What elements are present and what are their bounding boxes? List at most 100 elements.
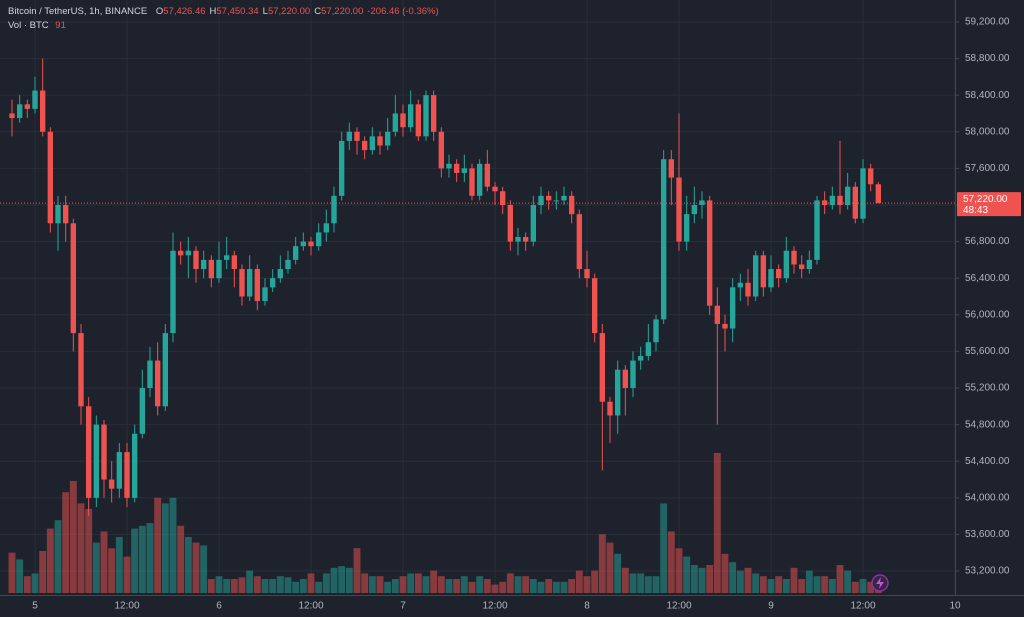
volume-bar [675,548,683,593]
volume-bar [138,525,146,593]
volume-bar [491,584,499,593]
ohlc-key: H [210,6,217,17]
volume-bar [660,503,668,593]
volume-bar [460,576,468,593]
candle-body [285,259,291,270]
volume-bar [123,556,131,593]
volume-bar [598,534,606,593]
y-tick-label: 56,400.00 [965,273,1010,284]
volume-bar [269,579,277,593]
volume-bar [307,573,315,593]
candle-body [507,204,514,242]
volume-bar [744,567,752,593]
candle-body [262,287,268,302]
candle-body [315,232,322,247]
candle-body [775,269,782,279]
candle-body [55,204,61,224]
volume-bar [713,453,721,593]
volume-bar [384,581,392,593]
candle-body [193,250,199,270]
overlay: 53,200.00 53,600.00 54,000.00 54,400.00 54,8… [0,17,1021,612]
volume-bar [184,537,192,593]
ohlc-value: 57,426.46 [163,6,205,17]
candle-body [39,90,46,132]
volume-bar [637,573,645,593]
candle-body [522,237,529,242]
candle-body [101,424,107,480]
candle-body [323,223,330,233]
candle-body [607,401,613,416]
volume-bar [775,576,783,593]
volume-bar [736,570,744,593]
volume-bar [683,556,691,593]
candle-body [185,250,192,256]
candle-body [706,200,713,306]
candle-pane [9,58,882,517]
volume-bar [621,567,629,593]
candle-body [545,195,552,201]
volume-bar [514,576,522,593]
volume-bar [85,509,93,593]
volume-bar [813,576,821,593]
countdown: 48:43 [963,205,988,216]
candle-body [124,452,130,498]
volume-bar [92,542,100,593]
x-tick-label: 7 [400,601,406,612]
candle-body [499,191,506,205]
candle-body [423,95,429,137]
volume-bar [368,576,376,593]
volume-bar [299,579,307,593]
volume-bar [506,573,514,593]
candle-body [139,388,146,434]
candle-body [70,223,77,334]
candle-body [814,200,820,260]
x-tick-label: 10 [949,601,961,612]
candle-body [783,250,790,279]
volume-value: 91 [55,20,66,31]
candle-body [745,282,751,297]
volume-bar [407,573,415,593]
volume-bar [529,579,537,593]
volume-bar [315,581,323,593]
candle-body [722,323,728,329]
volume-bar [31,573,39,593]
volume-bar [759,576,767,593]
y-tick-label: 56,000.00 [965,309,1010,320]
symbol-title: Bitcoin / TetherUS, 1h, BINANCE [8,6,147,17]
volume-bar [867,581,875,593]
candle-body [867,168,874,185]
volume-bar [192,542,200,593]
volume-bar [376,576,384,593]
candle-body [837,195,843,205]
volume-bar [322,573,330,593]
candle-body [599,333,606,402]
x-tick-label: 8 [584,601,590,612]
candle-body [668,159,675,178]
volume-bar [790,567,798,593]
volume-bar [414,573,422,593]
candle-body [768,269,774,288]
candle-body [752,255,759,297]
y-tick-label: 58,000.00 [965,126,1010,137]
candle-body [377,136,383,146]
candle-body [354,131,360,141]
ohlc-value: 57,220.00 [321,6,363,17]
candle-body [660,159,667,320]
candle-body [162,333,169,407]
volume-bar [453,579,461,593]
header: Bitcoin / TetherUS, 1h, BINANCE O57,426.… [8,6,439,17]
candle-body [676,177,682,242]
y-tick-label: 55,600.00 [965,346,1010,357]
y-tick-label: 54,800.00 [965,419,1010,430]
candle-body [47,131,54,224]
volume-bar [614,553,622,593]
volume-bar [62,492,70,593]
candle-body [637,355,644,361]
candle-body [791,250,797,265]
candle-body [645,342,652,356]
last-price-box [957,192,1021,217]
y-tick-label: 55,200.00 [965,383,1010,394]
last-price-label: 57,220.00 [963,194,1008,205]
candle-body [78,333,84,407]
